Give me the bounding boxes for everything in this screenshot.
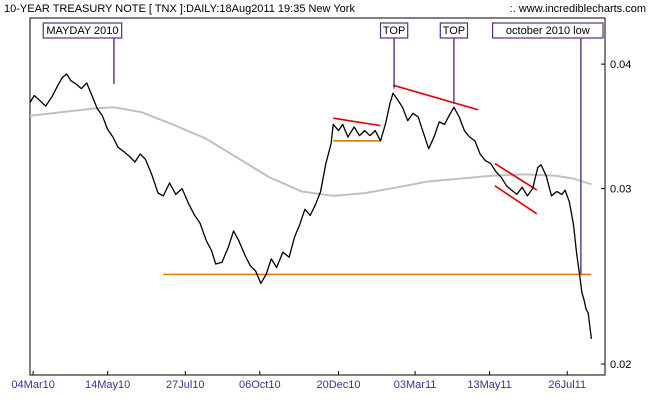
annotation-0: MAYDAY 2010 — [42, 22, 123, 85]
moving-average-line — [29, 106, 592, 197]
y-axis: 0.04 0.03 0.02 — [601, 59, 631, 371]
annotation-label: MAYDAY 2010 — [46, 25, 118, 37]
price-layer — [29, 73, 593, 339]
annotation-1: TOP — [379, 22, 409, 89]
x-tick-label: 27Jul10 — [166, 379, 205, 391]
x-tick-label: 20Dec10 — [316, 379, 360, 391]
x-tick-label: 04Mar10 — [11, 379, 54, 391]
annotation-label: TOP — [443, 25, 465, 37]
annotation-label: TOP — [383, 25, 405, 37]
x-tick-label: 13May11 — [467, 379, 511, 391]
annotation-label: october 2010 low — [506, 25, 590, 37]
annotation-3: october 2010 low — [492, 22, 604, 275]
moving-average-layer — [29, 106, 592, 197]
trend-lines-layer — [163, 84, 592, 276]
x-tick-label: 06Oct10 — [239, 379, 281, 391]
trend-line-channel-lower — [494, 185, 538, 215]
plot-frame — [29, 17, 606, 376]
y-tick-label: 0.03 — [610, 184, 631, 196]
y-tick-label: 0.04 — [610, 59, 631, 71]
annotations-layer: MAYDAY 2010 TOP TOP october 2010 low — [42, 22, 604, 275]
trend-line-flag-upper — [333, 117, 381, 127]
x-tick-label: 14May10 — [85, 379, 130, 391]
x-tick-label: 26Jul11 — [548, 379, 586, 391]
chart-title: 10-YEAR TREASURY NOTE [ TNX ]:DAILY:18Au… — [4, 3, 355, 15]
source-url: :. www.incrediblecharts.com — [510, 3, 646, 15]
annotation-box — [492, 22, 604, 39]
y-tick-label: 0.02 — [610, 359, 631, 371]
annotation-box — [42, 22, 123, 39]
trend-line-channel-upper — [494, 162, 538, 191]
price-line — [29, 73, 593, 339]
x-tick-label: 03Mar11 — [394, 379, 437, 391]
x-axis: 04Mar10 14May10 27Jul10 06Oct10 20Dec10 03Mar… — [11, 371, 586, 391]
annotation-2: TOP — [439, 22, 469, 104]
trend-line-double-top-line — [392, 84, 479, 111]
